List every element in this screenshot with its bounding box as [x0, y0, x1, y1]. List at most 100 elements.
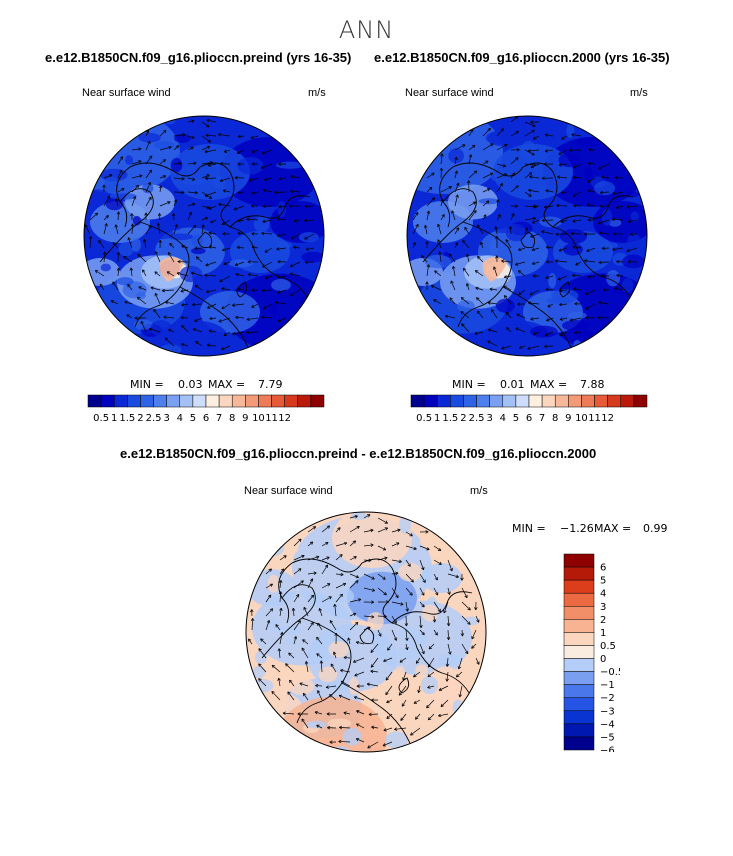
wind-vector-head	[395, 594, 399, 599]
map-field	[407, 116, 647, 356]
colorbar-box	[192, 394, 207, 408]
wind-vector-head	[297, 620, 301, 624]
wind-vector	[321, 596, 332, 603]
colorbar-box	[581, 394, 595, 408]
wind-vector	[482, 200, 490, 207]
wind-vector	[173, 163, 182, 165]
wind-vector	[289, 679, 295, 687]
wind-vector-head	[276, 247, 280, 251]
field-patch	[448, 148, 465, 164]
wind-vector-head	[427, 716, 432, 721]
wind-vector-head	[474, 607, 478, 611]
wind-vector-head	[261, 288, 265, 293]
wind-vector-head	[613, 232, 617, 236]
wind-vector	[237, 219, 245, 222]
wind-vector	[482, 188, 491, 193]
wind-vector-head	[438, 687, 443, 691]
wind-vector-head	[494, 226, 498, 230]
wind-vector	[496, 173, 508, 179]
wind-vector-head	[419, 624, 423, 629]
wind-vector	[301, 718, 309, 729]
wind-vector-head	[415, 660, 420, 664]
wind-vector	[363, 559, 372, 561]
wind-vector	[399, 657, 407, 663]
wind-vector	[447, 573, 459, 578]
colorbar-tick-label: 6	[526, 413, 532, 424]
wind-vector-head	[450, 280, 454, 284]
field-patch	[267, 575, 280, 593]
wind-vector	[307, 572, 317, 575]
wind-vector	[387, 643, 393, 651]
wind-vector	[377, 629, 382, 637]
wind-vector-head	[427, 685, 431, 689]
wind-vector-head	[191, 177, 196, 181]
wind-vector	[405, 531, 413, 537]
wind-vector	[524, 172, 533, 179]
wind-vector-head	[421, 650, 425, 655]
wind-vector-head	[194, 246, 198, 250]
wind-vector	[321, 525, 330, 533]
panel3-min-value: −1.26	[560, 522, 594, 535]
wind-vector	[173, 177, 185, 180]
wind-vector-head	[558, 163, 562, 167]
colorbar-tick-label: 2	[137, 413, 143, 424]
wind-vector-head	[99, 283, 103, 288]
wind-vector	[626, 205, 638, 208]
wind-vector	[340, 680, 351, 687]
wind-vector-head	[209, 160, 213, 165]
wind-vector	[477, 310, 484, 319]
wind-vector-head	[84, 224, 88, 228]
colorbar-box	[100, 394, 115, 408]
wind-vector	[598, 163, 610, 170]
coastline	[281, 597, 290, 624]
wind-vector	[349, 526, 360, 533]
wind-vector-head	[317, 622, 321, 627]
wind-vector	[321, 541, 329, 547]
wind-vector	[363, 615, 375, 618]
wind-vector-head	[237, 190, 241, 195]
wind-vector-head	[532, 216, 536, 221]
colorbar-box	[218, 394, 233, 408]
wind-vector-head	[223, 261, 227, 266]
wind-vector	[278, 177, 287, 180]
colorbar-box	[410, 394, 425, 408]
wind-vector-head	[371, 698, 375, 702]
wind-vectors	[84, 118, 315, 351]
wind-vector-head	[466, 180, 471, 184]
wind-vector-head	[425, 241, 429, 245]
wind-vector	[187, 146, 194, 151]
wind-vector-head	[532, 274, 536, 278]
wind-vector	[279, 568, 285, 575]
wind-vector-head	[519, 345, 523, 349]
colorbar-tick-label: 0.5	[93, 413, 109, 424]
wind-vector	[368, 713, 379, 715]
field-patch	[118, 241, 134, 257]
wind-vector-head	[298, 538, 302, 542]
wind-vector	[103, 174, 113, 179]
wind-vector-head	[262, 306, 267, 310]
field-patch	[93, 151, 110, 159]
coastline	[359, 627, 375, 645]
wind-vector	[527, 345, 540, 350]
wind-vector	[288, 652, 295, 659]
wind-vector-head	[424, 224, 428, 229]
wind-vector	[208, 205, 217, 210]
wind-vector-head	[434, 270, 438, 274]
wind-vector-head	[487, 328, 492, 332]
wind-vector-head	[234, 262, 239, 267]
wind-vector-head	[208, 206, 213, 210]
wind-vector	[482, 172, 494, 179]
panel2-min-value: 0.01	[500, 378, 525, 391]
wind-vector-head	[147, 140, 151, 145]
wind-vector-head	[110, 300, 114, 304]
wind-vector-head	[332, 651, 337, 655]
wind-vector	[194, 317, 203, 322]
wind-vector-head	[467, 607, 471, 611]
wind-vector	[307, 526, 316, 533]
wind-vector-head	[269, 583, 273, 587]
wind-vector-head	[614, 286, 618, 291]
colorbar-tick-label: 1.5	[119, 413, 135, 424]
wind-vector-head	[136, 296, 141, 301]
colorbar-tick-label: 4	[177, 413, 183, 424]
wind-vector-head	[491, 309, 495, 313]
